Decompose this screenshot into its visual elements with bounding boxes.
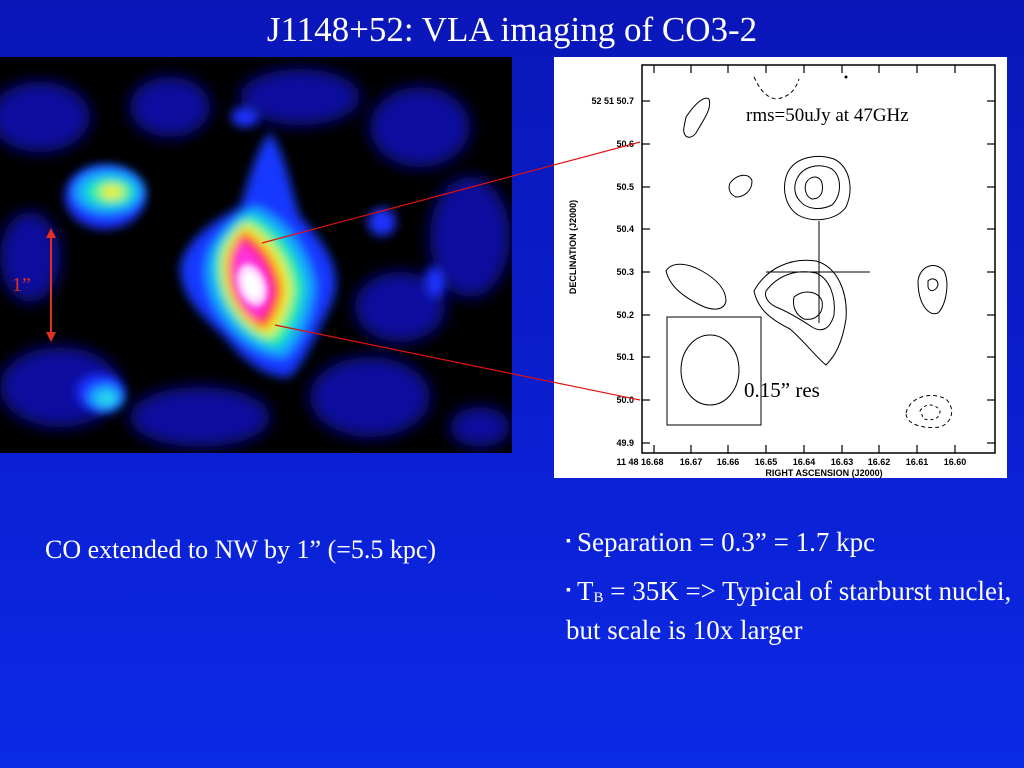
x-tick-label: 16.67: [680, 457, 703, 467]
x-tick-label: 16.64: [793, 457, 816, 467]
y-tick-label: 50.1: [616, 352, 634, 362]
y-tick-label: 50.3: [616, 267, 634, 277]
bullet-list: ▪ Separation = 0.3” = 1.7 kpc ▪ TB = 35K =…: [566, 525, 1016, 659]
x-tick-label: 16.61: [906, 457, 929, 467]
y-tick-label: 50.5: [616, 182, 634, 192]
y-tick-label: 50.6: [616, 139, 634, 149]
connector-line-top: [261, 141, 641, 244]
bullet-text: Separation = 0.3” = 1.7 kpc: [576, 527, 876, 557]
slide-title: J1148+52: VLA imaging of CO3-2: [266, 10, 758, 49]
resolution-label: 0.15” res: [744, 378, 820, 402]
scale-arrow-icon: [46, 228, 56, 342]
bullet-brightness-temperature: ▪ TB = 35K => Typical of starburst nuclei…: [566, 574, 1016, 647]
bullet-separation: ▪ Separation = 0.3” = 1.7 kpc: [566, 525, 1016, 562]
y-tick-label: 50.2: [616, 310, 634, 320]
y-tick-label: 50.0: [616, 395, 634, 405]
y-tick-label: 50.4: [616, 224, 634, 234]
bullet-marker-icon: ▪: [566, 533, 571, 549]
scale-label: 1”: [12, 274, 31, 296]
x-tick-label: 16.60: [944, 457, 967, 467]
y-axis-title: DECLINATION (J2000): [568, 200, 578, 294]
left-note: CO extended to NW by 1” (=5.5 kpc): [45, 535, 437, 564]
x-tick-label: 16.63: [831, 457, 854, 467]
co-intensity-image: [0, 57, 512, 453]
connector-line-bottom: [274, 324, 641, 401]
contour-plot: 52 51 50.7 50.6 50.5 50.4 50.3 50.2 50.1…: [554, 57, 1007, 478]
x-tick-label: 16.66: [717, 457, 740, 467]
y-tick-label: 49.9: [616, 438, 634, 448]
x-tick-label: 16.62: [868, 457, 891, 467]
x-tick-label: 11 48 16.68: [616, 457, 663, 467]
x-tick-label: 16.65: [755, 457, 778, 467]
x-axis-title: RIGHT ASCENSION (J2000): [765, 468, 882, 478]
y-tick-label: 52 51 50.7: [591, 96, 634, 106]
rms-label: rms=50uJy at 47GHz: [746, 105, 909, 126]
bullet-marker-icon: ▪: [566, 582, 571, 598]
bullet-text-rest: = 35K => Typical of starburst nuclei, bu…: [566, 575, 1012, 645]
bullet-text-t: T: [576, 575, 594, 606]
bullet-subscript: B: [593, 589, 604, 606]
